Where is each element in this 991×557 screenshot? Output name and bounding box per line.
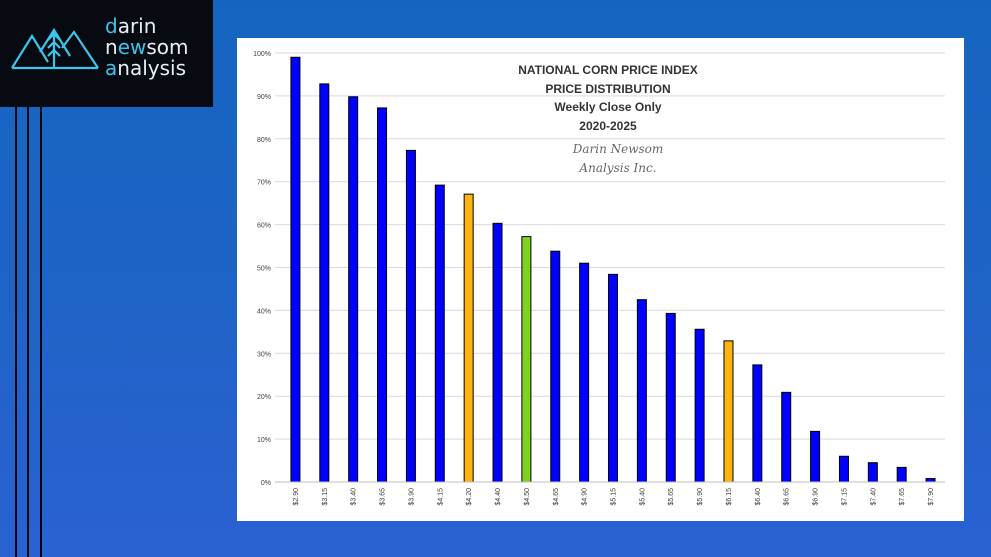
y-tick-label: 60% — [257, 223, 271, 230]
x-tick-label: $7.15 — [841, 488, 848, 506]
bar — [434, 184, 445, 483]
title-line-3: Weekly Close Only — [554, 100, 661, 114]
x-tick-label: $3.15 — [322, 488, 329, 506]
bar — [521, 236, 532, 483]
bar — [290, 56, 301, 483]
x-tick-label: $5.65 — [668, 488, 675, 506]
x-tick-label: $3.90 — [408, 488, 415, 506]
x-tick-label: $4.15 — [437, 488, 444, 506]
x-tick-label: $4.40 — [495, 488, 502, 506]
x-tick-label: $6.90 — [813, 488, 820, 506]
bar — [665, 312, 676, 483]
x-tick-label: $3.65 — [380, 488, 387, 506]
y-tick-label: 90% — [257, 94, 271, 101]
x-tick-label: $6.65 — [784, 488, 791, 506]
x-tick-label: $4.90 — [582, 488, 589, 506]
logo: darin newsom analysis — [0, 0, 213, 107]
y-tick-label: 50% — [257, 266, 271, 273]
x-tick-label: $5.90 — [697, 488, 704, 506]
chart-panel: 0% 10% 20% 30% 40% 50% 60% 70% 80% 90% 100% $2.90 $… — [237, 38, 964, 521]
watermark: Darin Newsom Analysis Inc. — [572, 142, 664, 175]
title-line-2: PRICE DISTRIBUTION — [545, 82, 670, 96]
bar — [319, 83, 330, 483]
x-tick-label: $7.90 — [928, 488, 935, 506]
watermark-line-1: Darin Newsom — [572, 142, 664, 156]
y-tick-label: 0% — [261, 480, 271, 487]
bars — [290, 56, 936, 483]
logo-wordmark: darin newsom analysis — [105, 14, 189, 80]
bar — [838, 455, 849, 483]
bar — [781, 391, 792, 483]
y-tick-label: 100% — [253, 51, 271, 58]
y-tick-label: 10% — [257, 437, 271, 444]
x-tick-label: $6.40 — [755, 488, 762, 506]
y-tick-label: 70% — [257, 180, 271, 187]
x-tick-label: $7.65 — [899, 488, 906, 506]
x-tick-label: $4.20 — [466, 488, 473, 506]
bar — [492, 222, 503, 483]
price-distribution-chart: 0%10%20%30%40%50%60%70%80%90%100% $2.90 $… — [253, 51, 945, 506]
bar — [636, 299, 647, 483]
x-tick-label: $3.40 — [351, 488, 358, 506]
y-tick-label: 40% — [257, 308, 271, 315]
y-tick-label: 80% — [257, 137, 271, 144]
x-tick-label: $5.40 — [639, 488, 646, 506]
bar — [550, 250, 561, 483]
bar — [608, 273, 618, 483]
y-axis-ticks: 0% 10% 20% 30% 40% 50% 60% 70% 80% 90% 100% — [253, 51, 271, 487]
y-tick-label: 20% — [257, 394, 271, 401]
bar — [867, 462, 878, 483]
title-line-4: 2020-2025 — [579, 119, 637, 133]
bar — [694, 328, 705, 483]
mountain-logo-icon — [11, 27, 99, 70]
x-tick-label: $7.40 — [870, 488, 877, 506]
bar — [463, 193, 474, 483]
chart-title: NATIONAL CORN PRICE INDEX PRICE DISTRIBU… — [518, 63, 698, 133]
decorative-line-1 — [15, 107, 17, 557]
bar — [723, 340, 734, 483]
decorative-line-2 — [27, 107, 29, 557]
title-line-1: NATIONAL CORN PRICE INDEX — [518, 63, 698, 77]
bar — [405, 149, 416, 483]
bar — [810, 430, 821, 483]
x-tick-label: $6.15 — [726, 488, 733, 506]
watermark-line-2: Analysis Inc. — [578, 161, 656, 175]
bar — [752, 364, 763, 483]
x-tick-label: $2.90 — [293, 488, 300, 506]
x-tick-label: $4.50 — [524, 488, 531, 506]
x-axis-ticks: $2.90 $3.15 $3.40 $3.65 $3.90 $4.15 $4.20 $4.40… — [293, 488, 935, 506]
bar — [896, 466, 907, 483]
bar — [377, 107, 388, 483]
x-tick-label: $5.15 — [611, 488, 618, 506]
x-tick-label: $4.65 — [553, 488, 560, 506]
bar — [925, 478, 936, 483]
bar — [348, 96, 359, 483]
bar — [579, 262, 590, 483]
y-tick-label: 30% — [257, 351, 271, 358]
decorative-line-3 — [40, 107, 42, 557]
